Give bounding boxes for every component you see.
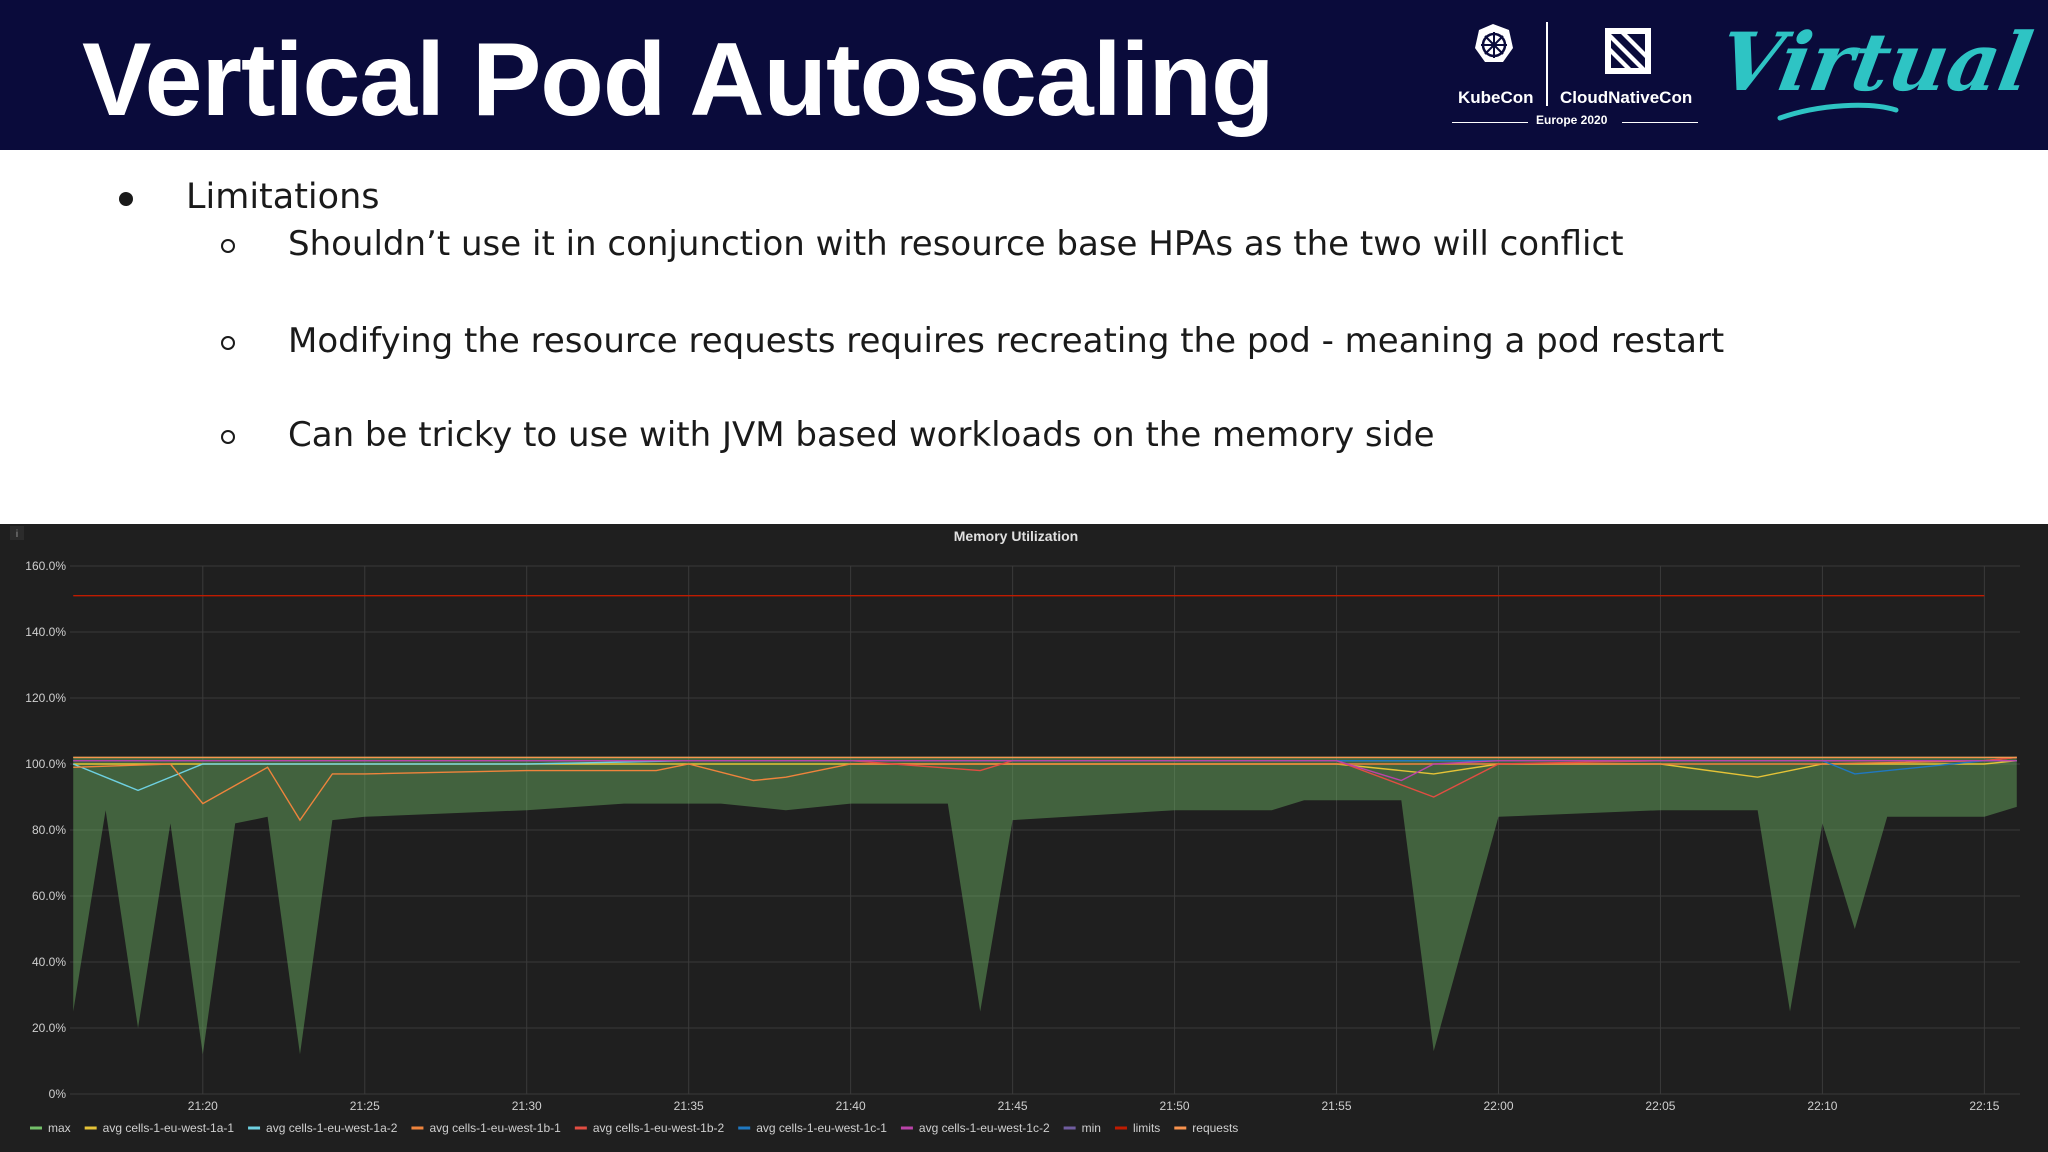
svg-text:i: i	[16, 529, 18, 540]
series-line-avg-cells-1-eu-west-1b-1	[73, 756, 2017, 822]
x-tick-label: 22:00	[1483, 1099, 1513, 1113]
x-tick-label: 21:40	[836, 1099, 866, 1113]
y-tick-label: 80.0%	[32, 823, 66, 837]
sub-bullet-hpa-conflict: Shouldn’t use it in conjunction with res…	[288, 224, 1624, 264]
y-tick-label: 0%	[49, 1087, 67, 1101]
legend-item[interactable]: avg cells-1-eu-west-1c-2	[919, 1121, 1050, 1135]
cncf-icon	[1605, 28, 1651, 74]
info-icon[interactable]: i	[10, 526, 24, 540]
x-tick-label: 22:15	[1969, 1099, 1999, 1113]
sub-bullet-marker	[221, 239, 235, 253]
legend-item[interactable]: min	[1082, 1121, 1101, 1135]
slide-header: Vertical Pod Autoscaling KubeCon CloudNa…	[0, 0, 2048, 150]
legend-item[interactable]: avg cells-1-eu-west-1a-2	[266, 1121, 398, 1135]
x-tick-label: 22:10	[1807, 1099, 1837, 1113]
x-tick-label: 21:35	[674, 1099, 704, 1113]
legend-item[interactable]: avg cells-1-eu-west-1c-1	[756, 1121, 887, 1135]
y-tick-label: 20.0%	[32, 1021, 66, 1035]
x-tick-label: 21:55	[1322, 1099, 1352, 1113]
edition-rule-right	[1622, 122, 1698, 123]
virtual-swash-decoration	[1777, 102, 1899, 121]
x-tick-label: 21:45	[998, 1099, 1028, 1113]
kubecon-wordmark: KubeCon	[1458, 88, 1534, 107]
sub-bullet-jvm-memory: Can be tricky to use with JVM based work…	[288, 415, 1435, 455]
kubernetes-helm-icon	[1475, 24, 1513, 62]
x-tick-label: 21:30	[512, 1099, 542, 1113]
series-min-max-band	[73, 757, 2017, 1055]
cloudnativecon-logo: CloudNativeCon	[1555, 18, 1705, 130]
y-tick-label: 60.0%	[32, 889, 66, 903]
legend-item[interactable]: avg cells-1-eu-west-1b-2	[593, 1121, 725, 1135]
logo-divider	[1546, 22, 1548, 106]
edition-rule-left	[1452, 122, 1528, 123]
edition-label: Europe 2020	[1536, 113, 1608, 127]
memory-utilization-chart[interactable]: i Memory Utilization 160.0%140.0%120.0%1…	[0, 524, 2048, 1152]
slide-body: Limitations Shouldn’t use it in conjunct…	[0, 150, 2048, 524]
bullet-marker	[119, 192, 133, 206]
kubecon-logo: KubeCon	[1455, 18, 1585, 130]
x-tick-label: 21:50	[1160, 1099, 1190, 1113]
y-tick-label: 40.0%	[32, 955, 66, 969]
legend-item[interactable]: requests	[1192, 1121, 1238, 1135]
legend-item[interactable]: avg cells-1-eu-west-1b-1	[429, 1121, 561, 1135]
y-tick-label: 160.0%	[25, 559, 66, 573]
cloudnativecon-wordmark: CloudNativeCon	[1560, 88, 1693, 107]
series-line-avg-cells-1-eu-west-1c-2	[73, 760, 2017, 782]
bullet-limitations: Limitations	[186, 177, 380, 217]
y-tick-label: 100.0%	[25, 757, 66, 771]
chart-grid	[70, 565, 2020, 1095]
x-tick-label: 22:05	[1645, 1099, 1675, 1113]
legend-item[interactable]: limits	[1133, 1121, 1160, 1135]
sub-bullet-pod-restart: Modifying the resource requests requires…	[288, 321, 1725, 361]
sub-bullet-marker	[221, 430, 235, 444]
chart-legend: max avg cells-1-eu-west-1a-1 avg cells-1-e…	[30, 1121, 1238, 1135]
y-tick-label: 140.0%	[25, 625, 66, 639]
x-tick-label: 21:25	[350, 1099, 380, 1113]
legend-item[interactable]: avg cells-1-eu-west-1a-1	[103, 1121, 235, 1135]
legend-item[interactable]: max	[48, 1121, 71, 1135]
y-tick-label: 120.0%	[25, 691, 66, 705]
chart-title: Memory Utilization	[954, 528, 1078, 544]
sub-bullet-marker	[221, 336, 235, 350]
x-tick-label: 21:20	[188, 1099, 218, 1113]
slide-title: Vertical Pod Autoscaling	[82, 22, 1275, 138]
chart-axes: 160.0% 140.0% 120.0% 100.0% 80.0% 60.0% 40.0% 2…	[25, 559, 1999, 1113]
chart-series	[72, 595, 2017, 1055]
memory-utilization-panel: i Memory Utilization 160.0% 140.0% 120.0% 1…	[0, 524, 2048, 1152]
